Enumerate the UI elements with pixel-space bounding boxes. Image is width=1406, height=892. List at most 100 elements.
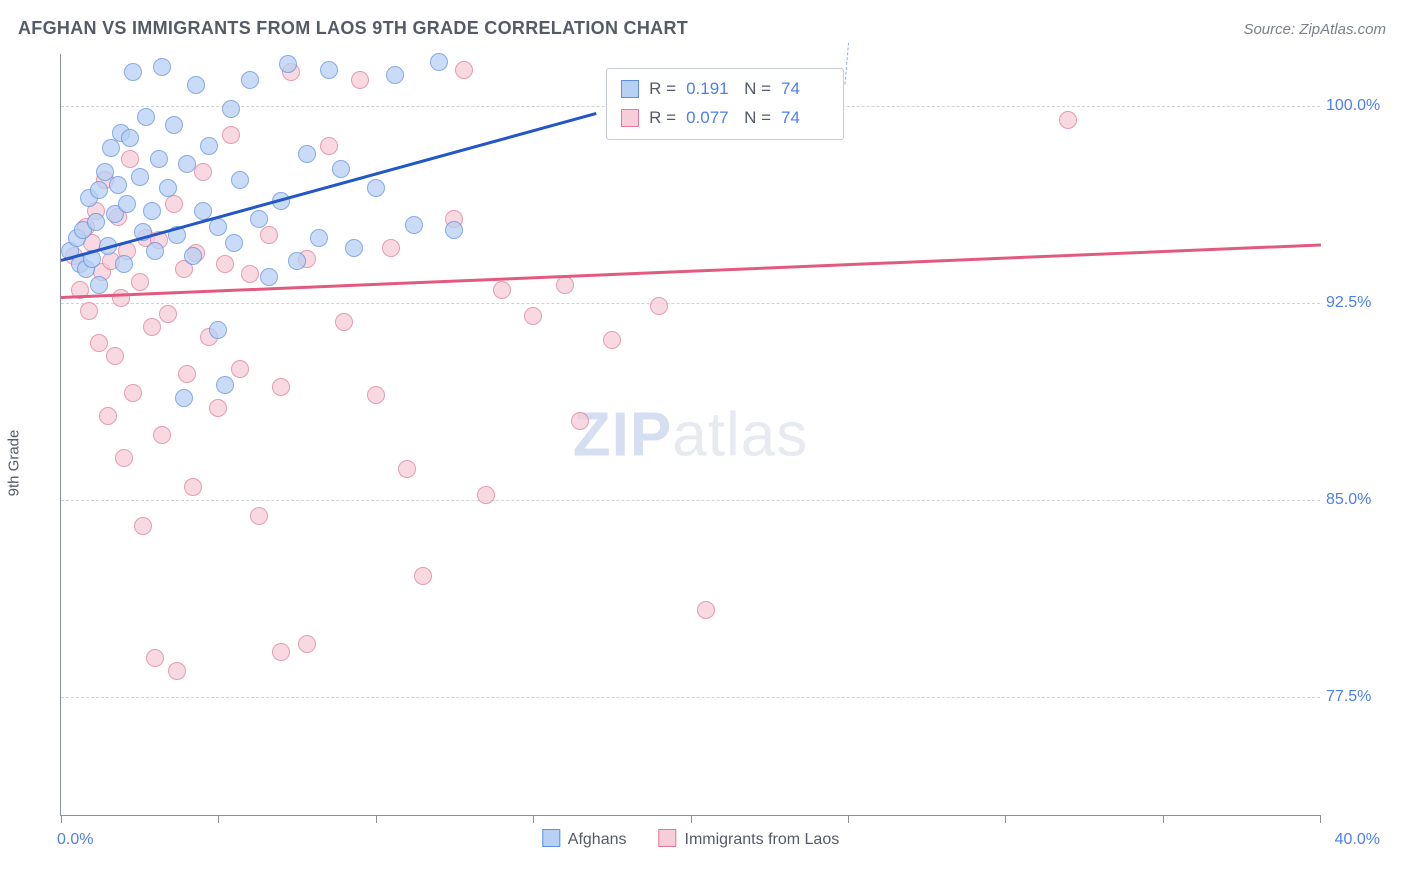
legend-swatch <box>659 829 677 847</box>
xtick <box>691 815 692 823</box>
scatter-point-laos <box>524 307 542 325</box>
scatter-point-afghans <box>298 145 316 163</box>
legend-bottom: Afghans Immigrants from Laos <box>542 829 839 849</box>
xtick-label-left: 0.0% <box>57 831 93 849</box>
ytick-label: 92.5% <box>1326 294 1382 312</box>
scatter-point-laos <box>216 255 234 273</box>
scatter-point-afghans <box>153 58 171 76</box>
scatter-point-afghans <box>90 276 108 294</box>
stats-box: R =0.191N =74R =0.077N =74 <box>606 68 844 140</box>
scatter-point-laos <box>194 163 212 181</box>
scatter-point-afghans <box>216 376 234 394</box>
scatter-point-laos <box>184 478 202 496</box>
scatter-point-laos <box>80 302 98 320</box>
scatter-point-laos <box>1059 111 1077 129</box>
scatter-point-afghans <box>260 268 278 286</box>
scatter-point-laos <box>556 276 574 294</box>
ytick-label: 85.0% <box>1326 491 1382 509</box>
scatter-point-afghans <box>165 116 183 134</box>
scatter-point-laos <box>165 195 183 213</box>
scatter-point-laos <box>90 334 108 352</box>
scatter-point-laos <box>260 226 278 244</box>
stats-row: R =0.191N =74 <box>621 75 829 104</box>
scatter-point-laos <box>143 318 161 336</box>
xtick <box>218 815 219 823</box>
scatter-point-laos <box>272 378 290 396</box>
scatter-point-afghans <box>386 66 404 84</box>
scatter-point-afghans <box>445 221 463 239</box>
scatter-point-laos <box>367 386 385 404</box>
scatter-point-afghans <box>209 218 227 236</box>
scatter-point-afghans <box>231 171 249 189</box>
scatter-point-afghans <box>175 389 193 407</box>
scatter-point-afghans <box>131 168 149 186</box>
scatter-point-laos <box>168 662 186 680</box>
gridline-h <box>61 303 1320 304</box>
scatter-point-afghans <box>118 195 136 213</box>
xtick <box>376 815 377 823</box>
xtick <box>1163 815 1164 823</box>
y-axis-label: 9th Grade <box>6 430 23 497</box>
xtick <box>1320 815 1321 823</box>
scatter-point-afghans <box>178 155 196 173</box>
gridline-h <box>61 697 1320 698</box>
scatter-point-afghans <box>200 137 218 155</box>
scatter-point-afghans <box>222 100 240 118</box>
scatter-point-laos <box>159 305 177 323</box>
scatter-point-laos <box>272 643 290 661</box>
scatter-point-afghans <box>109 176 127 194</box>
scatter-point-laos <box>222 126 240 144</box>
legend-item: Immigrants from Laos <box>659 829 840 849</box>
scatter-point-laos <box>146 649 164 667</box>
legend-swatch <box>542 829 560 847</box>
scatter-point-laos <box>351 71 369 89</box>
xtick <box>848 815 849 823</box>
scatter-point-laos <box>115 449 133 467</box>
scatter-point-afghans <box>345 239 363 257</box>
scatter-point-laos <box>99 407 117 425</box>
ytick-label: 100.0% <box>1326 97 1382 115</box>
scatter-point-afghans <box>90 181 108 199</box>
gridline-h <box>61 500 1320 501</box>
scatter-point-afghans <box>288 252 306 270</box>
scatter-point-afghans <box>159 179 177 197</box>
scatter-point-afghans <box>121 129 139 147</box>
leader-line <box>845 43 849 85</box>
scatter-point-laos <box>231 360 249 378</box>
scatter-point-laos <box>178 365 196 383</box>
scatter-point-laos <box>382 239 400 257</box>
scatter-point-afghans <box>430 53 448 71</box>
scatter-point-afghans <box>115 255 133 273</box>
scatter-point-afghans <box>137 108 155 126</box>
xtick <box>61 815 62 823</box>
scatter-point-afghans <box>102 139 120 157</box>
stats-row: R =0.077N =74 <box>621 104 829 133</box>
source-label: Source: ZipAtlas.com <box>1243 21 1386 38</box>
scatter-point-afghans <box>367 179 385 197</box>
scatter-point-laos <box>571 412 589 430</box>
xtick <box>533 815 534 823</box>
scatter-point-laos <box>124 384 142 402</box>
scatter-point-afghans <box>150 150 168 168</box>
scatter-point-laos <box>335 313 353 331</box>
scatter-point-laos <box>298 635 316 653</box>
scatter-point-laos <box>106 347 124 365</box>
scatter-point-afghans <box>225 234 243 252</box>
plot-region: ZIPatlas 77.5%85.0%92.5%100.0%0.0%40.0%A… <box>60 54 1320 816</box>
chart-title: AFGHAN VS IMMIGRANTS FROM LAOS 9TH GRADE… <box>18 18 688 39</box>
scatter-point-afghans <box>209 321 227 339</box>
scatter-point-afghans <box>332 160 350 178</box>
scatter-point-laos <box>477 486 495 504</box>
scatter-point-laos <box>493 281 511 299</box>
xtick-label-right: 40.0% <box>1335 831 1380 849</box>
scatter-point-laos <box>209 399 227 417</box>
stats-swatch <box>621 80 639 98</box>
scatter-point-laos <box>121 150 139 168</box>
scatter-point-afghans <box>146 242 164 260</box>
scatter-point-afghans <box>250 210 268 228</box>
scatter-point-afghans <box>143 202 161 220</box>
stats-swatch <box>621 109 639 127</box>
legend-item: Afghans <box>542 829 627 849</box>
scatter-point-afghans <box>405 216 423 234</box>
scatter-point-laos <box>131 273 149 291</box>
